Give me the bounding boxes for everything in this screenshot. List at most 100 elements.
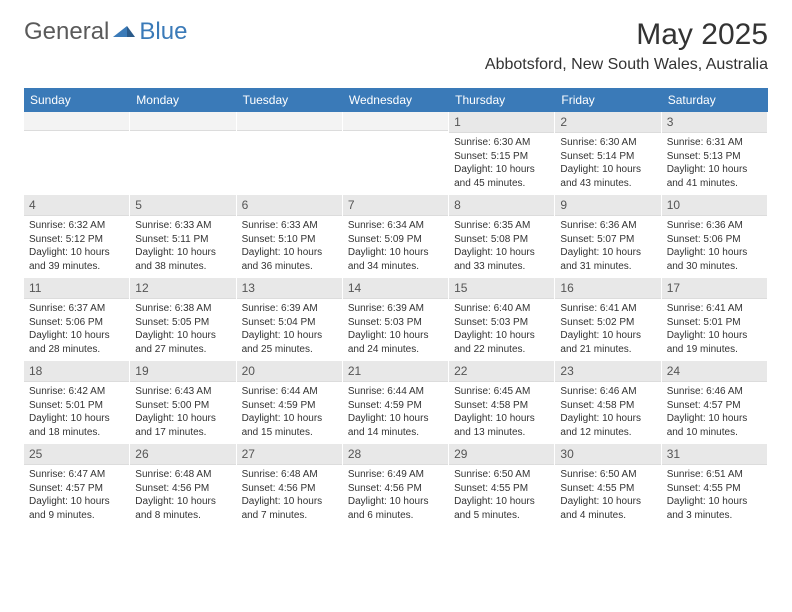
day-cell: 8Sunrise: 6:35 AMSunset: 5:08 PMDaylight…: [449, 195, 555, 278]
day-number: 16: [555, 278, 660, 299]
day-data: Sunrise: 6:50 AMSunset: 4:55 PMDaylight:…: [555, 465, 660, 527]
day-number: 29: [449, 444, 554, 465]
day-cell: 7Sunrise: 6:34 AMSunset: 5:09 PMDaylight…: [343, 195, 449, 278]
day-cell: 11Sunrise: 6:37 AMSunset: 5:06 PMDayligh…: [24, 278, 130, 361]
day-data: Sunrise: 6:45 AMSunset: 4:58 PMDaylight:…: [449, 382, 554, 444]
day-number: 5: [130, 195, 235, 216]
day-cell: 4Sunrise: 6:32 AMSunset: 5:12 PMDaylight…: [24, 195, 130, 278]
week-row: 25Sunrise: 6:47 AMSunset: 4:57 PMDayligh…: [24, 444, 768, 527]
day-data: Sunrise: 6:30 AMSunset: 5:15 PMDaylight:…: [449, 133, 554, 195]
day-number: 12: [130, 278, 235, 299]
weekday-header: Thursday: [449, 88, 555, 112]
weekday-header: Monday: [130, 88, 236, 112]
logo-triangle-icon: [113, 23, 135, 44]
logo: General Blue: [24, 18, 187, 46]
day-number: 9: [555, 195, 660, 216]
day-number: 30: [555, 444, 660, 465]
day-number: 14: [343, 278, 448, 299]
empty-cell: [343, 112, 449, 195]
day-cell: 14Sunrise: 6:39 AMSunset: 5:03 PMDayligh…: [343, 278, 449, 361]
weekday-header: Tuesday: [237, 88, 343, 112]
day-number: 28: [343, 444, 448, 465]
day-cell: 28Sunrise: 6:49 AMSunset: 4:56 PMDayligh…: [343, 444, 449, 527]
day-cell: 3Sunrise: 6:31 AMSunset: 5:13 PMDaylight…: [662, 112, 768, 195]
day-data: Sunrise: 6:46 AMSunset: 4:58 PMDaylight:…: [555, 382, 660, 444]
day-data: Sunrise: 6:51 AMSunset: 4:55 PMDaylight:…: [662, 465, 767, 527]
day-number: 4: [24, 195, 129, 216]
day-number: [237, 112, 342, 131]
day-data: [343, 131, 448, 187]
day-number: 8: [449, 195, 554, 216]
day-number: 26: [130, 444, 235, 465]
day-number: 6: [237, 195, 342, 216]
day-number: 21: [343, 361, 448, 382]
day-data: Sunrise: 6:46 AMSunset: 4:57 PMDaylight:…: [662, 382, 767, 444]
empty-cell: [237, 112, 343, 195]
day-number: 7: [343, 195, 448, 216]
day-cell: 31Sunrise: 6:51 AMSunset: 4:55 PMDayligh…: [662, 444, 768, 527]
day-cell: 20Sunrise: 6:44 AMSunset: 4:59 PMDayligh…: [237, 361, 343, 444]
day-cell: 19Sunrise: 6:43 AMSunset: 5:00 PMDayligh…: [130, 361, 236, 444]
day-number: 17: [662, 278, 767, 299]
day-data: Sunrise: 6:38 AMSunset: 5:05 PMDaylight:…: [130, 299, 235, 361]
day-number: 2: [555, 112, 660, 133]
day-data: Sunrise: 6:47 AMSunset: 4:57 PMDaylight:…: [24, 465, 129, 527]
day-number: 20: [237, 361, 342, 382]
day-number: 27: [237, 444, 342, 465]
week-row: 11Sunrise: 6:37 AMSunset: 5:06 PMDayligh…: [24, 278, 768, 361]
weekday-header: Wednesday: [343, 88, 449, 112]
day-cell: 24Sunrise: 6:46 AMSunset: 4:57 PMDayligh…: [662, 361, 768, 444]
day-cell: 6Sunrise: 6:33 AMSunset: 5:10 PMDaylight…: [237, 195, 343, 278]
weekday-row: SundayMondayTuesdayWednesdayThursdayFrid…: [24, 88, 768, 112]
logo-text-blue: Blue: [139, 18, 187, 46]
day-number: 10: [662, 195, 767, 216]
week-row: 1Sunrise: 6:30 AMSunset: 5:15 PMDaylight…: [24, 112, 768, 195]
day-data: Sunrise: 6:35 AMSunset: 5:08 PMDaylight:…: [449, 216, 554, 278]
day-data: Sunrise: 6:48 AMSunset: 4:56 PMDaylight:…: [130, 465, 235, 527]
weekday-header: Friday: [555, 88, 661, 112]
day-data: Sunrise: 6:36 AMSunset: 5:06 PMDaylight:…: [662, 216, 767, 278]
day-number: 19: [130, 361, 235, 382]
weekday-header: Sunday: [24, 88, 130, 112]
day-data: [24, 131, 129, 187]
empty-cell: [24, 112, 130, 195]
day-number: 31: [662, 444, 767, 465]
day-data: Sunrise: 6:31 AMSunset: 5:13 PMDaylight:…: [662, 133, 767, 195]
week-row: 18Sunrise: 6:42 AMSunset: 5:01 PMDayligh…: [24, 361, 768, 444]
day-number: 23: [555, 361, 660, 382]
day-number: [24, 112, 129, 131]
day-data: Sunrise: 6:39 AMSunset: 5:04 PMDaylight:…: [237, 299, 342, 361]
day-data: Sunrise: 6:44 AMSunset: 4:59 PMDaylight:…: [343, 382, 448, 444]
day-cell: 23Sunrise: 6:46 AMSunset: 4:58 PMDayligh…: [555, 361, 661, 444]
calendar: SundayMondayTuesdayWednesdayThursdayFrid…: [24, 88, 768, 527]
weeks-container: 1Sunrise: 6:30 AMSunset: 5:15 PMDaylight…: [24, 112, 768, 527]
day-data: Sunrise: 6:33 AMSunset: 5:11 PMDaylight:…: [130, 216, 235, 278]
day-data: Sunrise: 6:34 AMSunset: 5:09 PMDaylight:…: [343, 216, 448, 278]
day-cell: 18Sunrise: 6:42 AMSunset: 5:01 PMDayligh…: [24, 361, 130, 444]
day-data: Sunrise: 6:41 AMSunset: 5:01 PMDaylight:…: [662, 299, 767, 361]
day-cell: 15Sunrise: 6:40 AMSunset: 5:03 PMDayligh…: [449, 278, 555, 361]
day-number: 18: [24, 361, 129, 382]
day-number: 3: [662, 112, 767, 133]
day-cell: 9Sunrise: 6:36 AMSunset: 5:07 PMDaylight…: [555, 195, 661, 278]
location: Abbotsford, New South Wales, Australia: [485, 56, 768, 74]
day-cell: 26Sunrise: 6:48 AMSunset: 4:56 PMDayligh…: [130, 444, 236, 527]
day-cell: 10Sunrise: 6:36 AMSunset: 5:06 PMDayligh…: [662, 195, 768, 278]
day-data: Sunrise: 6:42 AMSunset: 5:01 PMDaylight:…: [24, 382, 129, 444]
day-data: Sunrise: 6:44 AMSunset: 4:59 PMDaylight:…: [237, 382, 342, 444]
day-number: 24: [662, 361, 767, 382]
day-data: Sunrise: 6:41 AMSunset: 5:02 PMDaylight:…: [555, 299, 660, 361]
day-data: Sunrise: 6:39 AMSunset: 5:03 PMDaylight:…: [343, 299, 448, 361]
day-data: Sunrise: 6:48 AMSunset: 4:56 PMDaylight:…: [237, 465, 342, 527]
day-data: Sunrise: 6:49 AMSunset: 4:56 PMDaylight:…: [343, 465, 448, 527]
day-data: Sunrise: 6:50 AMSunset: 4:55 PMDaylight:…: [449, 465, 554, 527]
day-data: Sunrise: 6:32 AMSunset: 5:12 PMDaylight:…: [24, 216, 129, 278]
day-number: 15: [449, 278, 554, 299]
day-number: 25: [24, 444, 129, 465]
day-cell: 22Sunrise: 6:45 AMSunset: 4:58 PMDayligh…: [449, 361, 555, 444]
day-number: 1: [449, 112, 554, 133]
day-data: Sunrise: 6:43 AMSunset: 5:00 PMDaylight:…: [130, 382, 235, 444]
day-data: Sunrise: 6:40 AMSunset: 5:03 PMDaylight:…: [449, 299, 554, 361]
weekday-header: Saturday: [662, 88, 768, 112]
day-data: Sunrise: 6:36 AMSunset: 5:07 PMDaylight:…: [555, 216, 660, 278]
